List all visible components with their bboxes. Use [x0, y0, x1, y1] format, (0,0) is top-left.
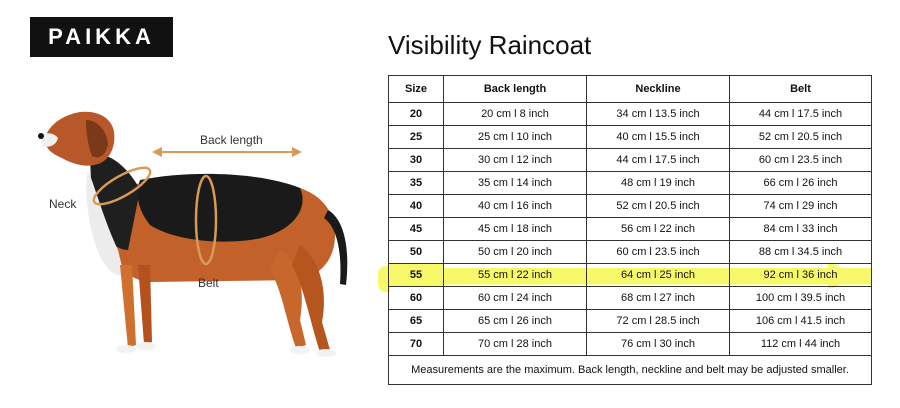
- column-header-belt: Belt: [729, 75, 872, 103]
- neckline-cell: 68 cm l 27 inch: [586, 286, 730, 310]
- back-length-arrowhead-right: [292, 147, 302, 157]
- table-header-row: Size Back length Neckline Belt: [388, 75, 872, 103]
- neckline-cell: 60 cm l 23.5 inch: [586, 240, 730, 264]
- table-row: 30 30 cm l 12 inch 44 cm l 17.5 inch 60 cm …: [388, 148, 872, 172]
- size-cell: 45: [388, 217, 444, 241]
- dog-illustration: [38, 111, 348, 357]
- size-chart-table: Size Back length Neckline Belt 20 20 cm l…: [388, 75, 872, 385]
- table-row: 65 65 cm l 26 inch 72 cm l 28.5 inch 106 cm…: [388, 309, 872, 333]
- table-footer-row: Measurements are the maximum. Back lengt…: [388, 355, 872, 385]
- size-cell: 60: [388, 286, 444, 310]
- neckline-cell: 72 cm l 28.5 inch: [586, 309, 730, 333]
- dog-nose: [38, 133, 44, 139]
- table-row: 40 40 cm l 16 inch 52 cm l 20.5 inch 74 cm …: [388, 194, 872, 218]
- column-header-size: Size: [388, 75, 444, 103]
- neck-measure-ring: [92, 166, 152, 206]
- size-cell: 25: [388, 125, 444, 149]
- dog-tail-shape: [324, 210, 348, 285]
- back-length-cell: 30 cm l 12 inch: [443, 148, 587, 172]
- back-length-cell: 55 cm l 22 inch: [443, 263, 587, 287]
- measurement-note: Measurements are the maximum. Back lengt…: [388, 355, 872, 385]
- neck-label: Neck: [49, 197, 77, 211]
- belt-cell: 74 cm l 29 inch: [729, 194, 872, 218]
- size-cell: 35: [388, 171, 444, 195]
- belt-cell: 88 cm l 34.5 inch: [729, 240, 872, 264]
- dog-saddle-shape: [137, 173, 303, 242]
- table-row: 45 45 cm l 18 inch 56 cm l 22 inch 84 cm l …: [388, 217, 872, 241]
- size-cell: 55: [388, 263, 444, 287]
- back-length-cell: 20 cm l 8 inch: [443, 102, 587, 126]
- table-row: 60 60 cm l 24 inch 68 cm l 27 inch 100 cm l…: [388, 286, 872, 310]
- page-title: Visibility Raincoat: [388, 30, 592, 60]
- neckline-cell: 44 cm l 17.5 inch: [586, 148, 730, 172]
- column-header-neckline: Neckline: [586, 75, 730, 103]
- size-cell: 65: [388, 309, 444, 333]
- back-length-cell: 65 cm l 26 inch: [443, 309, 587, 333]
- neckline-cell: 76 cm l 30 inch: [586, 332, 730, 356]
- highlight-marker-left: [378, 266, 390, 292]
- size-cell: 40: [388, 194, 444, 218]
- neckline-cell: 52 cm l 20.5 inch: [586, 194, 730, 218]
- belt-cell: 100 cm l 39.5 inch: [729, 286, 872, 310]
- back-length-label: Back length: [200, 133, 263, 147]
- dog-paw: [116, 345, 136, 353]
- neckline-cell: 34 cm l 13.5 inch: [586, 102, 730, 126]
- table-row: 25 25 cm l 10 inch 40 cm l 15.5 inch 52 cm …: [388, 125, 872, 149]
- back-length-cell: 40 cm l 16 inch: [443, 194, 587, 218]
- size-cell: 70: [388, 332, 444, 356]
- belt-measure-ring: [194, 174, 218, 266]
- belt-cell: 112 cm l 44 inch: [729, 332, 872, 356]
- belt-cell: 60 cm l 23.5 inch: [729, 148, 872, 172]
- belt-cell: 44 cm l 17.5 inch: [729, 102, 872, 126]
- dog-paw: [290, 346, 310, 354]
- back-length-cell: 35 cm l 14 inch: [443, 171, 587, 195]
- dog-paw: [316, 349, 336, 357]
- back-length-cell: 50 cm l 20 inch: [443, 240, 587, 264]
- size-cell: 30: [388, 148, 444, 172]
- dog-muzzle-shape: [40, 133, 58, 147]
- back-length-arrowhead-left: [152, 147, 162, 157]
- table-row: 35 35 cm l 14 inch 48 cm l 19 inch 66 cm l …: [388, 171, 872, 195]
- belt-label: Belt: [198, 276, 219, 290]
- belt-cell: 66 cm l 26 inch: [729, 171, 872, 195]
- neckline-cell: 40 cm l 15.5 inch: [586, 125, 730, 149]
- back-length-cell: 25 cm l 10 inch: [443, 125, 587, 149]
- table-row: 55 55 cm l 22 inch 64 cm l 25 inch 92 cm l …: [388, 263, 872, 287]
- dog-front-leg-left: [120, 265, 136, 348]
- size-cell: 50: [388, 240, 444, 264]
- belt-cell: 52 cm l 20.5 inch: [729, 125, 872, 149]
- neckline-cell: 64 cm l 25 inch: [586, 263, 730, 287]
- neckline-cell: 48 cm l 19 inch: [586, 171, 730, 195]
- dog-measurement-diagram: Back length Neck Belt: [0, 60, 380, 403]
- table-row: 20 20 cm l 8 inch 34 cm l 13.5 inch 44 cm l…: [388, 102, 872, 126]
- column-header-back-length: Back length: [443, 75, 587, 103]
- dog-front-leg-right: [138, 265, 152, 344]
- table-row: 70 70 cm l 28 inch 76 cm l 30 inch 112 cm l…: [388, 332, 872, 356]
- dog-ear-shape: [86, 120, 108, 158]
- back-length-cell: 45 cm l 18 inch: [443, 217, 587, 241]
- table-row: 50 50 cm l 20 inch 60 cm l 23.5 inch 88 cm …: [388, 240, 872, 264]
- size-cell: 20: [388, 102, 444, 126]
- belt-cell: 92 cm l 36 inch: [729, 263, 872, 287]
- dog-paw: [136, 342, 156, 350]
- belt-cell: 106 cm l 41.5 inch: [729, 309, 872, 333]
- brand-logo: PAIKKA: [30, 17, 173, 57]
- back-length-cell: 60 cm l 24 inch: [443, 286, 587, 310]
- dog-hind-leg-right: [292, 245, 330, 352]
- back-length-cell: 70 cm l 28 inch: [443, 332, 587, 356]
- neckline-cell: 56 cm l 22 inch: [586, 217, 730, 241]
- belt-cell: 84 cm l 33 inch: [729, 217, 872, 241]
